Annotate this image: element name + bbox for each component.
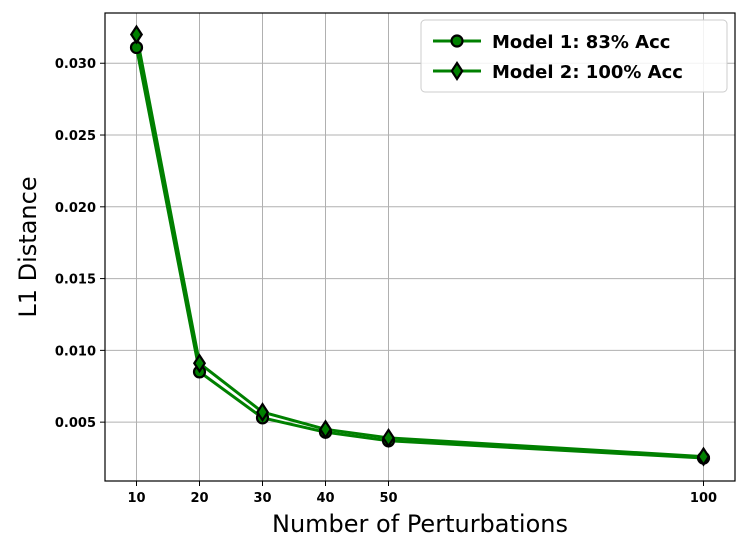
x-axis-title: Number of Perturbations [272,510,568,538]
y-tick-label: 0.005 [55,416,96,431]
legend-box [420,19,728,93]
legend-label-1: Model 1: 83% Acc [492,32,670,53]
y-tick-label: 0.030 [55,57,96,72]
series-line-1 [135,47,704,460]
y-axis-title: L1 Distance [14,176,42,317]
y-tick-label: 0.020 [55,201,96,216]
x-tick-label: 20 [190,491,208,506]
series-2-point [129,24,144,45]
legend: Model 1: 83% Acc Model 2: 100% Acc [420,19,728,93]
legend-label-2: Model 2: 100% Acc [492,62,683,83]
y-tick-label: 0.025 [55,129,96,144]
series-line-2 [135,34,704,459]
grid [105,13,735,481]
x-tick-label: 40 [316,491,334,506]
series-layer [129,24,711,467]
series-2-point [318,419,333,440]
series-2-point [255,402,270,423]
plot-frame [104,12,736,482]
legend-marker-1 [450,34,464,48]
x-tick-label: 50 [379,491,397,506]
x-tick-label: 100 [690,491,717,506]
x-tick-label: 10 [127,491,145,506]
x-tick-label: 30 [253,491,271,506]
series-2-point [696,446,711,467]
y-tick-label: 0.010 [55,344,96,359]
y-tick-label: 0.015 [55,273,96,288]
ticks: 10 20 30 40 50 100 0.005 0.010 0.015 0.020 0.025 0.… [55,57,717,506]
series-2-point [381,427,396,448]
series-2-point [192,353,207,374]
legend-marker-2 [450,61,464,81]
